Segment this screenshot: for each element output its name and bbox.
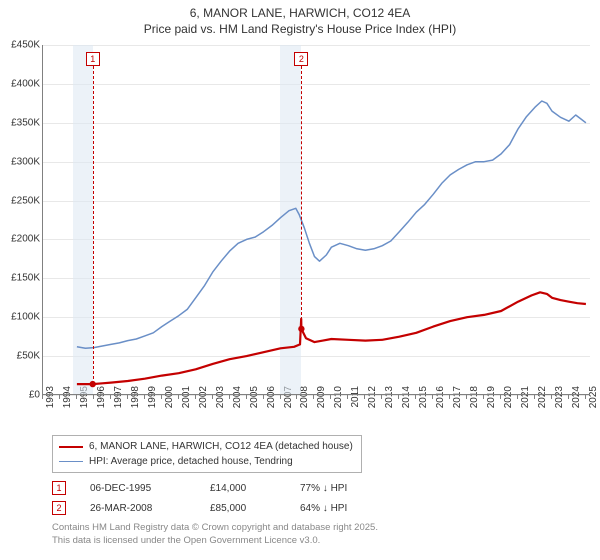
title-line-2: Price paid vs. HM Land Registry's House … — [0, 22, 600, 38]
x-tick — [568, 395, 569, 399]
sale-price: £85,000 — [210, 503, 300, 514]
x-tick — [585, 395, 586, 399]
x-tick — [161, 395, 162, 399]
legend-swatch-price-paid — [59, 446, 83, 448]
y-tick-label: £300K — [2, 156, 40, 167]
legend-swatch-hpi — [59, 461, 83, 462]
chart-marker-line — [301, 66, 302, 325]
x-tick — [263, 395, 264, 399]
y-tick-label: £350K — [2, 117, 40, 128]
x-tick — [415, 395, 416, 399]
sale-date: 26-MAR-2008 — [90, 503, 210, 514]
x-tick — [296, 395, 297, 399]
x-tick — [93, 395, 94, 399]
x-tick — [212, 395, 213, 399]
chart-marker-box: 2 — [294, 52, 308, 66]
legend: 6, MANOR LANE, HARWICH, CO12 4EA (detach… — [52, 435, 362, 473]
x-tick — [347, 395, 348, 399]
legend-label-hpi: HPI: Average price, detached house, Tend… — [89, 456, 293, 467]
legend-item-hpi: HPI: Average price, detached house, Tend… — [59, 454, 353, 469]
table-row: 2 26-MAR-2008 £85,000 64% ↓ HPI — [52, 498, 390, 518]
y-tick-label: £400K — [2, 78, 40, 89]
chart-marker-line — [93, 66, 94, 379]
sale-point — [298, 326, 304, 332]
chart-marker-box: 1 — [86, 52, 100, 66]
sale-date: 06-DEC-1995 — [90, 483, 210, 494]
footer-line-1: Contains HM Land Registry data © Crown c… — [52, 522, 378, 535]
x-tick — [517, 395, 518, 399]
x-tick — [466, 395, 467, 399]
x-tick — [42, 395, 43, 399]
x-tick — [195, 395, 196, 399]
x-tick — [500, 395, 501, 399]
x-tick — [330, 395, 331, 399]
y-tick-label: £50K — [2, 351, 40, 362]
y-tick-label: £150K — [2, 273, 40, 284]
chart-lines — [43, 45, 591, 395]
legend-item-price-paid: 6, MANOR LANE, HARWICH, CO12 4EA (detach… — [59, 439, 353, 454]
x-tick — [381, 395, 382, 399]
chart-title: 6, MANOR LANE, HARWICH, CO12 4EA Price p… — [0, 0, 600, 37]
sale-vs-hpi: 64% ↓ HPI — [300, 503, 390, 514]
sale-point — [90, 381, 96, 387]
sale-marker-icon: 2 — [52, 501, 66, 515]
y-tick-label: £450K — [2, 40, 40, 51]
x-tick — [449, 395, 450, 399]
x-tick — [534, 395, 535, 399]
series-hpi — [77, 101, 586, 348]
sale-marker-icon: 1 — [52, 481, 66, 495]
sale-price: £14,000 — [210, 483, 300, 494]
sale-vs-hpi: 77% ↓ HPI — [300, 483, 390, 494]
y-tick-label: £0 — [2, 390, 40, 401]
series-price_paid — [77, 292, 586, 384]
x-tick — [398, 395, 399, 399]
x-tick — [229, 395, 230, 399]
x-tick — [551, 395, 552, 399]
x-tick — [76, 395, 77, 399]
footer-line-2: This data is licensed under the Open Gov… — [52, 535, 378, 548]
x-tick — [432, 395, 433, 399]
y-tick-label: £100K — [2, 312, 40, 323]
x-tick — [110, 395, 111, 399]
x-tick — [59, 395, 60, 399]
chart-container: 6, MANOR LANE, HARWICH, CO12 4EA Price p… — [0, 0, 600, 560]
x-tick — [483, 395, 484, 399]
y-tick-label: £200K — [2, 234, 40, 245]
x-tick — [364, 395, 365, 399]
title-line-1: 6, MANOR LANE, HARWICH, CO12 4EA — [0, 6, 600, 22]
x-tick — [127, 395, 128, 399]
y-tick-label: £250K — [2, 195, 40, 206]
x-tick — [246, 395, 247, 399]
x-tick — [178, 395, 179, 399]
legend-label-price-paid: 6, MANOR LANE, HARWICH, CO12 4EA (detach… — [89, 441, 353, 452]
x-tick — [144, 395, 145, 399]
sales-table: 1 06-DEC-1995 £14,000 77% ↓ HPI 2 26-MAR… — [52, 478, 390, 518]
x-tick — [280, 395, 281, 399]
attribution-footer: Contains HM Land Registry data © Crown c… — [52, 522, 378, 548]
x-tick — [313, 395, 314, 399]
plot-area: 12 — [42, 45, 590, 395]
table-row: 1 06-DEC-1995 £14,000 77% ↓ HPI — [52, 478, 390, 498]
